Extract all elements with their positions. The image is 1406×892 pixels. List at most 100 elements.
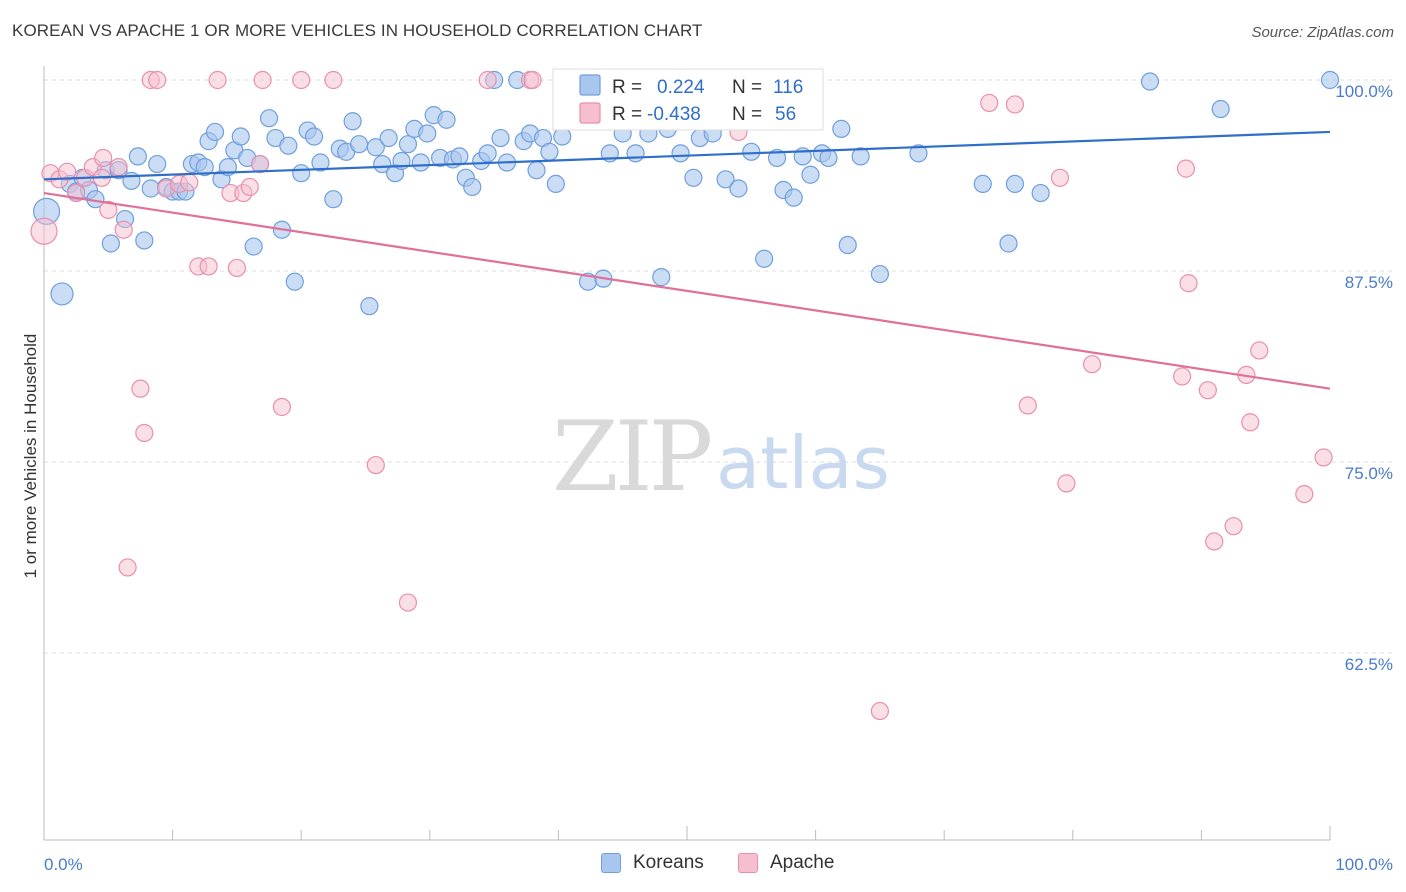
korean-point-71 bbox=[527, 161, 546, 180]
y-axis-label: 1 or more Vehicles in Household bbox=[21, 334, 40, 579]
korean-point-39 bbox=[304, 127, 324, 146]
apache-point-30 bbox=[292, 70, 311, 90]
korean-point-84 bbox=[626, 144, 645, 163]
apache-point-43 bbox=[1057, 474, 1076, 493]
korean-point-36 bbox=[285, 272, 304, 291]
korean-point-60 bbox=[450, 147, 469, 166]
legend-item-apache[interactable]: Apache bbox=[738, 852, 834, 874]
korean-point-47 bbox=[366, 138, 385, 157]
apache-point-47 bbox=[1179, 274, 1198, 293]
korean-point-109 bbox=[973, 174, 992, 194]
koreans-trend-line bbox=[43, 130, 1331, 181]
legend-r-value-apache: -0.438 bbox=[647, 104, 701, 125]
korean-point-93 bbox=[729, 179, 748, 198]
korean-point-111 bbox=[1005, 174, 1025, 194]
apache-point-9 bbox=[99, 200, 118, 219]
legend-n-label-koreans: N = bbox=[732, 77, 762, 98]
watermark-zip: ZIP bbox=[552, 401, 711, 513]
y-tick-label-0: 100.0% bbox=[1335, 82, 1393, 101]
korean-point-96 bbox=[755, 249, 774, 268]
apache-point-0 bbox=[30, 217, 58, 245]
stats-legend: R = 0.224 N = 116 R = -0.438 N = 56 bbox=[552, 68, 824, 131]
korean-point-107 bbox=[870, 264, 890, 284]
korean-point-99 bbox=[784, 188, 803, 207]
apache-point-8 bbox=[94, 148, 113, 168]
korean-point-86 bbox=[652, 268, 671, 287]
korean-point-24 bbox=[205, 122, 225, 142]
apache-point-52 bbox=[1241, 413, 1260, 432]
korean-point-58 bbox=[437, 110, 456, 129]
legend-r-label-koreans: R = bbox=[612, 77, 642, 98]
korean-point-66 bbox=[491, 128, 510, 148]
y-tick-label-1: 87.5% bbox=[1345, 273, 1393, 292]
apache-trend-line bbox=[43, 191, 1331, 390]
korean-point-73 bbox=[540, 142, 559, 161]
apache-point-28 bbox=[253, 70, 272, 90]
apache-point-10 bbox=[109, 157, 128, 177]
korean-point-41 bbox=[324, 190, 343, 209]
korean-point-8 bbox=[101, 234, 120, 253]
legend-item-koreans[interactable]: Koreans bbox=[601, 852, 704, 874]
apache-point-26 bbox=[240, 177, 259, 197]
korean-point-75 bbox=[553, 127, 572, 146]
watermark-atlas: atlas bbox=[716, 421, 890, 505]
apache-point-44 bbox=[1082, 355, 1102, 374]
apache-point-12 bbox=[118, 558, 137, 577]
korean-point-54 bbox=[411, 153, 430, 172]
korean-point-22 bbox=[195, 157, 214, 177]
apache-point-14 bbox=[135, 423, 154, 443]
korean-point-12 bbox=[128, 147, 147, 166]
apache-point-42 bbox=[1050, 168, 1070, 187]
korean-point-46 bbox=[360, 297, 379, 316]
korean-point-64 bbox=[478, 144, 497, 163]
korean-point-92 bbox=[716, 170, 735, 189]
korean-point-30 bbox=[244, 237, 263, 256]
korean-point-103 bbox=[819, 148, 838, 168]
apache-point-48 bbox=[1198, 381, 1217, 400]
apache-point-55 bbox=[1314, 448, 1333, 467]
apache-point-38 bbox=[870, 701, 890, 721]
apache-point-13 bbox=[131, 379, 150, 398]
korean-point-113 bbox=[1140, 72, 1160, 91]
data-points bbox=[30, 70, 1340, 721]
korean-point-1 bbox=[50, 282, 74, 306]
apache-point-45 bbox=[1173, 367, 1192, 386]
korean-point-104 bbox=[832, 119, 851, 138]
korean-point-106 bbox=[851, 147, 870, 166]
apache-point-46 bbox=[1176, 159, 1196, 178]
korean-point-44 bbox=[343, 112, 362, 131]
korean-point-14 bbox=[141, 179, 160, 198]
korean-point-13 bbox=[135, 231, 154, 250]
korean-point-97 bbox=[767, 148, 787, 168]
korean-point-88 bbox=[671, 144, 690, 163]
apache-point-11 bbox=[114, 220, 133, 239]
y-tick-label-2: 75.0% bbox=[1345, 464, 1393, 483]
apache-point-53 bbox=[1250, 341, 1269, 360]
axes bbox=[43, 66, 1331, 841]
korean-point-115 bbox=[1320, 70, 1340, 90]
korean-point-49 bbox=[379, 128, 398, 148]
apache-point-41 bbox=[1018, 396, 1037, 415]
legend-n-value-koreans: 116 bbox=[773, 77, 803, 98]
apache-point-29 bbox=[272, 397, 292, 417]
korean-point-94 bbox=[742, 142, 761, 161]
korean-point-74 bbox=[546, 174, 565, 194]
korean-point-114 bbox=[1211, 99, 1230, 119]
apache-point-31 bbox=[324, 70, 343, 90]
trend-lines bbox=[43, 130, 1331, 390]
apache-point-39 bbox=[980, 93, 999, 113]
apache-point-27 bbox=[250, 154, 270, 174]
apache-point-33 bbox=[398, 593, 418, 612]
apache-point-34 bbox=[478, 70, 497, 90]
apache-point-24 bbox=[227, 258, 246, 278]
korean-point-48 bbox=[373, 154, 392, 174]
korean-point-89 bbox=[684, 168, 703, 187]
apache-point-19 bbox=[180, 173, 199, 192]
korean-point-40 bbox=[311, 153, 330, 172]
watermark: ZIP atlas bbox=[552, 401, 890, 513]
korean-point-108 bbox=[909, 144, 928, 163]
korean-point-35 bbox=[279, 136, 298, 155]
korean-point-45 bbox=[349, 135, 369, 154]
legend-n-value-apache: 56 bbox=[775, 104, 796, 125]
chart-source: Source: ZipAtlas.com bbox=[1251, 24, 1394, 41]
